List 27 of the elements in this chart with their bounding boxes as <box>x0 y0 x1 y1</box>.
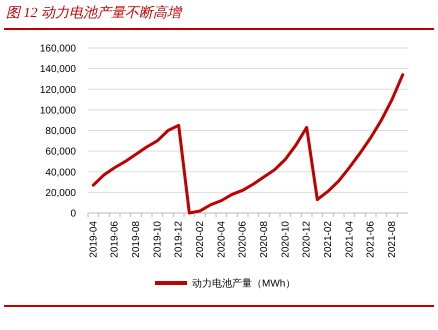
x-tick-label: 2020-02 <box>195 220 206 258</box>
y-tick-label: 80,000 <box>45 126 76 137</box>
chart-title: 图 12 动力电池产量不断高增 <box>6 5 183 21</box>
x-tick-label: 2020-12 <box>302 220 313 258</box>
y-tick-label: 0 <box>70 208 76 220</box>
x-tick-label: 2019-08 <box>131 220 142 258</box>
x-tick-label: 2019-12 <box>174 220 185 258</box>
y-tick-label: 40,000 <box>45 167 76 178</box>
y-tick-label: 120,000 <box>40 84 76 96</box>
x-tick-label: 2021-08 <box>387 220 398 258</box>
x-tick-label: 2019-06 <box>110 220 121 258</box>
x-tick-label: 2021-06 <box>366 220 377 258</box>
x-tick-label: 2020-04 <box>216 220 228 258</box>
y-tick-label: 160,000 <box>40 44 76 54</box>
x-tick-label: 2020-06 <box>238 220 249 258</box>
x-tick-label: 2019-10 <box>152 220 164 258</box>
y-tick-label: 20,000 <box>45 188 76 199</box>
y-tick-label: 60,000 <box>45 146 76 158</box>
y-tick-label: 100,000 <box>40 105 76 116</box>
x-tick-label: 2020-08 <box>259 220 270 258</box>
y-tick-label: 140,000 <box>40 64 76 76</box>
legend-label: 动力电池产量（MWh） <box>192 278 296 290</box>
x-tick-label: 2020-10 <box>280 220 292 258</box>
x-tick-label: 2021-04 <box>344 220 356 258</box>
x-tick-label: 2019-04 <box>88 220 100 258</box>
line-series <box>92 73 404 214</box>
x-tick-label: 2021-02 <box>323 220 334 258</box>
